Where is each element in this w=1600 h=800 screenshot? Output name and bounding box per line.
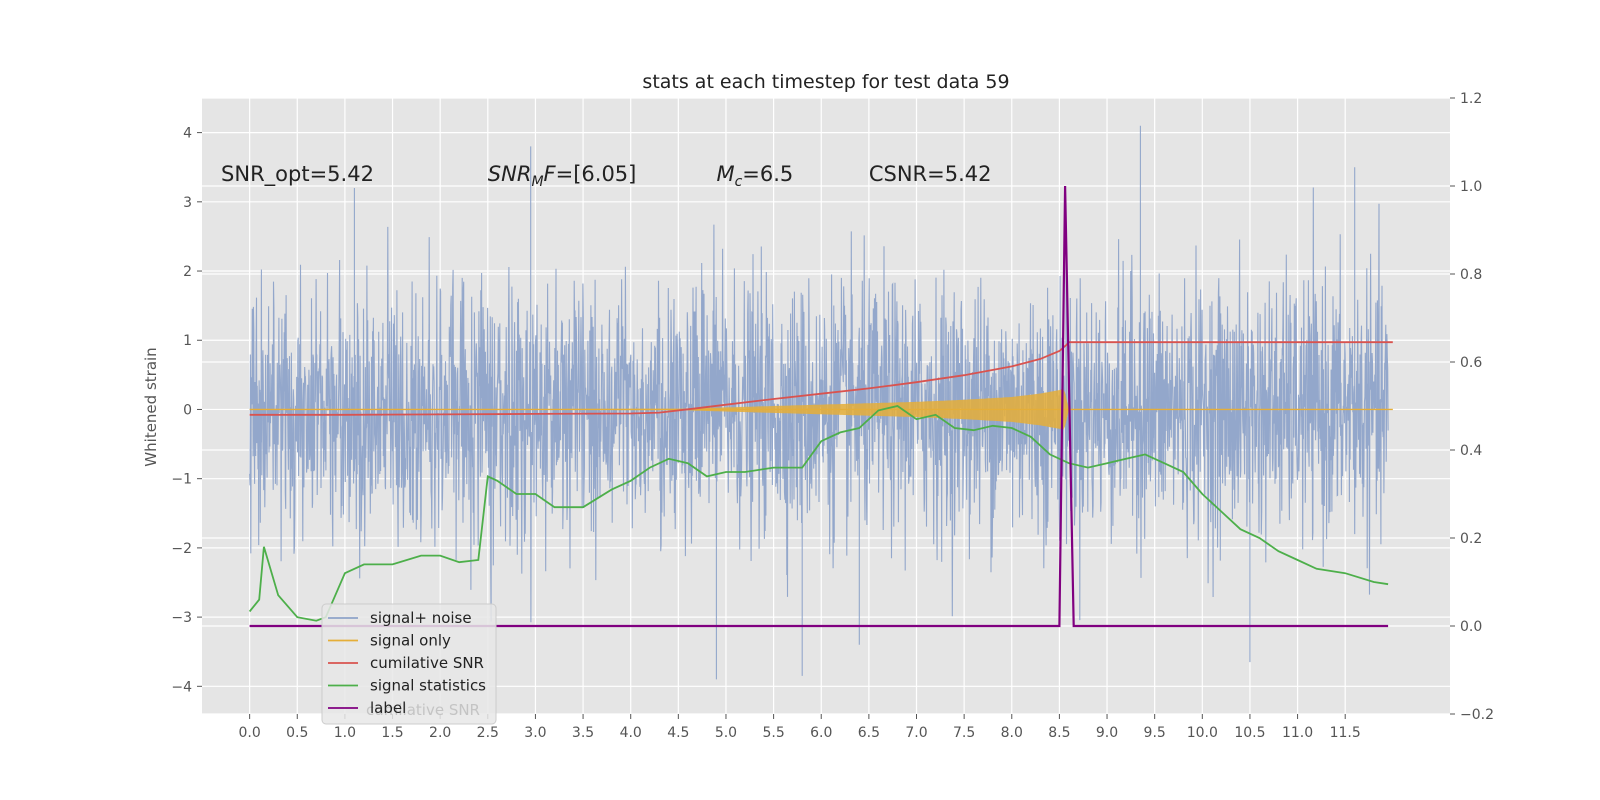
legend-entry-label: signal only (370, 632, 451, 650)
x-tick-label: 4.0 (620, 725, 642, 741)
x-tick-label: 2.0 (429, 725, 451, 741)
y-tick-label: 2 (183, 264, 192, 280)
x-tick-label: 7.5 (953, 725, 975, 741)
annotation-snr-opt: SNR_opt=5.42 (221, 162, 374, 187)
legend-entry-label: signal+ noise (370, 609, 472, 627)
y-tick-label: −3 (171, 610, 192, 626)
y-tick-label: 4 (183, 126, 192, 142)
y-right-tick-label: −0.2 (1460, 707, 1494, 723)
y-tick-label: 3 (183, 195, 192, 211)
y-right-tick-label: 0.4 (1460, 443, 1482, 459)
y-tick-label: 1 (183, 333, 192, 349)
chart-title: stats at each timestep for test data 59 (642, 71, 1009, 93)
annotation-csnr: CSNR=5.42 (869, 162, 992, 186)
x-tick-label: 9.5 (1144, 725, 1166, 741)
axes: 0.0 0.5 1.0 1.5 2.0 2.5 3.0 3.5 4.0 4.5 5.0 5.5 6.0 6… (171, 91, 1494, 741)
x-tick-label: 1.5 (381, 725, 403, 741)
legend-ghost-text: cumilative SNR (366, 701, 480, 719)
y-tick-label: 0 (183, 402, 192, 418)
x-tick-label: 11.0 (1282, 725, 1313, 741)
legend-entry-label: label (370, 699, 406, 717)
signal-statistics-line (248, 405, 1389, 622)
annotations: SNR_opt=5.42 SNRMF=[6.05] Mc=6.5 CSNR=5.42 (221, 162, 991, 190)
x-tick-label: 9.0 (1096, 725, 1118, 741)
x-tick-label: 0.0 (239, 725, 261, 741)
x-tick-label: 5.0 (715, 725, 737, 741)
x-tick-label: 6.5 (858, 725, 880, 741)
label-line (249, 185, 1389, 628)
annotation-snr-mf: SNRMF=[6.05] (488, 162, 637, 190)
legend: cumilative SNR signal+ noise signal only cu… (321, 603, 497, 725)
annotation-mc: Mc=6.5 (716, 162, 793, 190)
x-tick-label: 10.5 (1234, 725, 1265, 741)
x-tick-label: 2.5 (477, 725, 499, 741)
signal-plus-noise-series (249, 125, 1389, 680)
x-tick-label: 0.5 (286, 725, 308, 741)
y-tick-label: −4 (171, 679, 192, 695)
x-tick-label: 7.0 (905, 725, 927, 741)
x-tick-label: 1.0 (334, 725, 356, 741)
y-right-tick-label: 0.6 (1460, 355, 1482, 371)
signal-plus-noise-line (249, 125, 1389, 680)
x-tick-label: 8.0 (1001, 725, 1023, 741)
y-tick-label: −1 (171, 472, 192, 488)
y-tick-label: −2 (171, 541, 192, 557)
x-tick-label: 5.5 (762, 725, 784, 741)
y-axis-label: Whitened strain (142, 347, 160, 466)
cumilative-SNR-line (249, 341, 1393, 416)
x-tick-label: 6.0 (810, 725, 832, 741)
x-tick-label: 4.5 (667, 725, 689, 741)
legend-box (321, 603, 497, 725)
x-tick-label: 3.0 (524, 725, 546, 741)
x-tick-label: 8.5 (1048, 725, 1070, 741)
legend-entry-label: cumilative SNR (370, 654, 484, 672)
x-tick-label: 3.5 (572, 725, 594, 741)
x-tick-label: 11.5 (1330, 725, 1361, 741)
y-right-tick-label: 0.0 (1460, 619, 1482, 635)
series-layer (248, 185, 1393, 628)
x-tick-label: 10.0 (1187, 725, 1218, 741)
y-right-tick-label: 1.2 (1460, 91, 1482, 107)
y-right-tick-label: 0.8 (1460, 267, 1482, 283)
y-right-tick-label: 0.2 (1460, 531, 1482, 547)
y-right-tick-label: 1.0 (1460, 179, 1482, 195)
legend-entry-label: signal statistics (370, 677, 486, 695)
